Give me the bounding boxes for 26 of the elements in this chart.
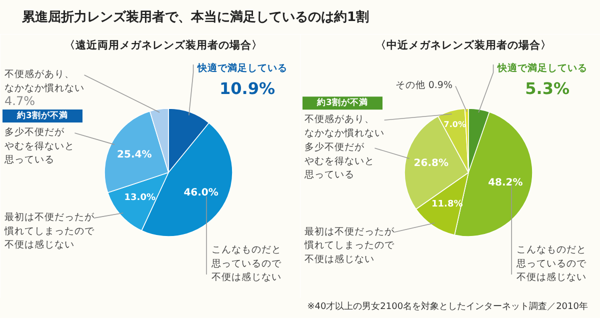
- data-label: 46.0%: [184, 187, 218, 198]
- data-label: 25.4%: [117, 149, 152, 160]
- data-label: 10.9%: [220, 79, 276, 98]
- data-label: 13.0%: [124, 193, 156, 204]
- slice-label: 不便感があり、なかなか慣れない: [304, 113, 384, 139]
- text: 累進屈折力レンズ装用者で、本当に満足しているのは約1割: [22, 9, 370, 27]
- slice-label: 多少不便だがやむを得ないと思っている: [304, 141, 374, 181]
- data-label: 4.7%: [4, 94, 35, 108]
- slice-label: 快適で満足している: [496, 62, 588, 74]
- slice-label: 多少不便だがやむを得ないと思っている: [4, 126, 74, 166]
- text: ※40才以上の男女2100名を対象としたインターネット調査／2010年: [307, 301, 588, 314]
- text: 約3割が不満: [16, 110, 68, 122]
- slice-label: 最初は不便だったが慣れてしまったので不便は感じない: [304, 225, 396, 265]
- data-label: 5.3%: [525, 79, 570, 98]
- slice-label: 最初は不便だったが慣れてしまったので不便は感じない: [4, 211, 96, 251]
- slice-label: その他 0.9%: [395, 79, 452, 92]
- chart-title: 〈中近メガネレンズ装用者の場合〉: [376, 38, 552, 52]
- slice-label: こんなものだと思っているので不便は感じない: [210, 244, 282, 283]
- text: 約3割が不満: [316, 97, 368, 108]
- slice-label: こんなものだと思っているので不便は感じない: [516, 244, 588, 283]
- slice-label: 不便感があり、なかなか慣れない: [4, 68, 84, 94]
- slice-label: 快適で満足している: [196, 62, 288, 74]
- data-label: 7.0%: [444, 120, 466, 129]
- data-label: 26.8%: [414, 158, 448, 170]
- chart-title: 〈遠近両用メガネレンズ装用者の場合〉: [64, 38, 262, 52]
- data-label: 48.2%: [488, 177, 523, 188]
